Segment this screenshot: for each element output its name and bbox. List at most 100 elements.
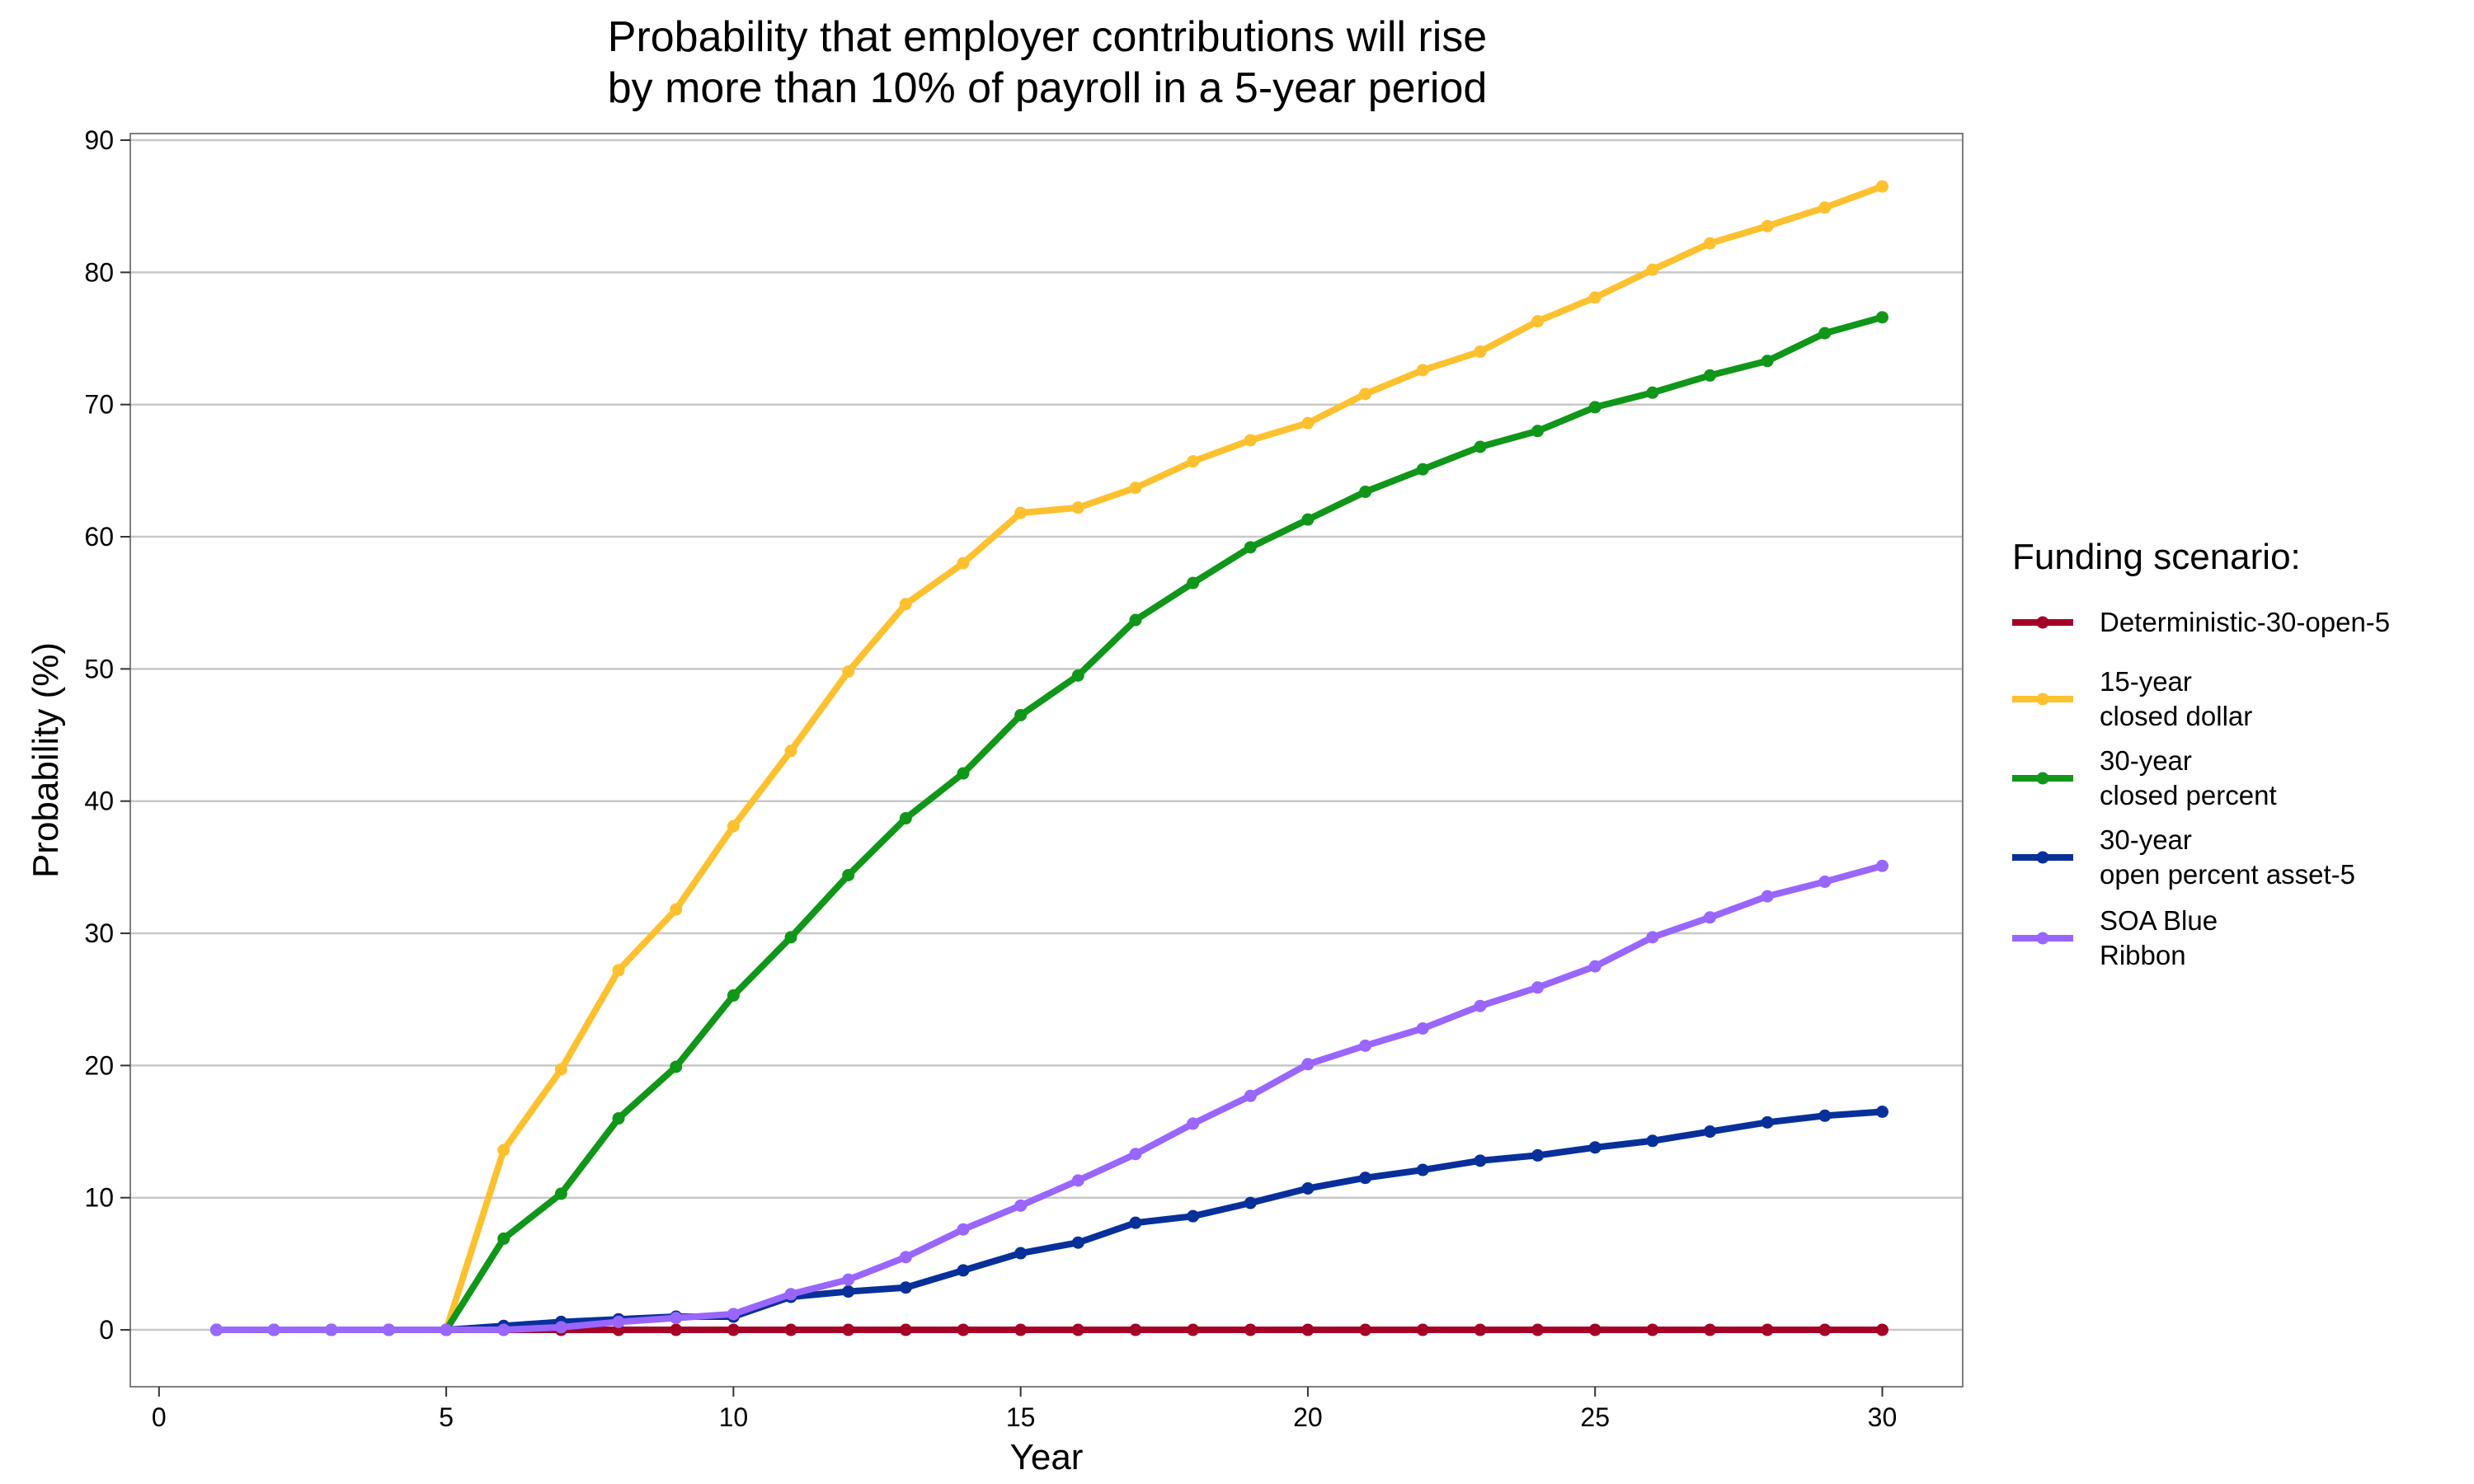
data-point [1416, 1163, 1429, 1176]
x-tick-label: 10 [719, 1402, 749, 1432]
data-point [727, 989, 740, 1002]
data-point [1071, 501, 1084, 514]
data-point [1818, 1323, 1832, 1336]
series-line [213, 183, 1886, 1334]
data-point [1761, 1115, 1774, 1129]
data-point [1129, 1216, 1142, 1229]
data-point [957, 1323, 970, 1336]
legend-item: Deterministic-30-open-5 [2012, 607, 2390, 637]
data-point [1071, 1323, 1084, 1336]
data-point [1014, 1323, 1028, 1336]
legend-item: 15-year closed dollar [2012, 666, 2252, 731]
data-point [1071, 669, 1084, 682]
y-tick-label: 40 [84, 787, 114, 816]
y-tick-label: 30 [84, 918, 114, 948]
data-point [1071, 1236, 1084, 1249]
data-point [1588, 1323, 1602, 1336]
data-point [1301, 1323, 1315, 1336]
data-point [1474, 999, 1487, 1012]
data-point [1761, 1323, 1774, 1336]
series-soa-blue-ribbon [209, 859, 1888, 1336]
data-point [1359, 486, 1372, 499]
x-axis: 0 5 10 15 20 25 30 [152, 1387, 1897, 1432]
y-tick-label: 10 [84, 1183, 114, 1213]
legend-key-point [2036, 932, 2049, 945]
data-point [899, 812, 912, 825]
data-point [1646, 1323, 1659, 1336]
data-point [899, 1281, 912, 1294]
data-point [670, 903, 683, 916]
data-point [1531, 1323, 1545, 1336]
data-point [899, 598, 912, 611]
data-point [1244, 1323, 1257, 1336]
data-point [1359, 387, 1372, 401]
y-tick-label: 80 [84, 257, 114, 287]
data-point [1818, 1109, 1832, 1122]
x-tick-label: 20 [1293, 1402, 1323, 1432]
data-point [727, 819, 740, 833]
data-point [957, 1223, 970, 1236]
data-point [842, 1273, 855, 1286]
x-axis-title: Year [1010, 1437, 1084, 1477]
data-point [497, 1232, 510, 1245]
data-point [497, 1144, 510, 1157]
data-point [1359, 1323, 1372, 1336]
legend-item: SOA Blue Ribbon [2012, 905, 2218, 970]
data-point [842, 1323, 855, 1336]
data-point [1761, 219, 1774, 232]
data-point [957, 556, 970, 570]
legend-label: Ribbon [2100, 940, 2186, 970]
y-tick-label: 70 [84, 390, 114, 420]
series-line [213, 313, 1886, 1334]
data-point [612, 1315, 625, 1328]
data-point [727, 1323, 740, 1336]
legend: Funding scenario: Deterministic-30-open-5… [2012, 537, 2390, 970]
data-point [1244, 1089, 1257, 1102]
data-series [209, 180, 1888, 1336]
legend-key-point [2036, 693, 2049, 706]
legend-item: 30-year closed percent [2012, 745, 2277, 810]
data-point [1187, 1209, 1200, 1223]
data-point [612, 964, 625, 977]
data-point [1187, 455, 1200, 468]
data-point [957, 767, 970, 780]
data-point [1646, 1134, 1659, 1148]
data-point [267, 1323, 280, 1336]
data-point [1761, 355, 1774, 368]
legend-label: closed percent [2100, 780, 2277, 810]
data-point [1244, 434, 1257, 447]
data-point [1416, 1021, 1429, 1035]
legend-key-point [2036, 772, 2049, 785]
data-point [1474, 1154, 1487, 1167]
data-point [1875, 859, 1888, 872]
data-point [1704, 237, 1717, 250]
data-point [1588, 291, 1602, 304]
data-point [1129, 1323, 1142, 1336]
data-point [1301, 1181, 1315, 1195]
data-point [1875, 311, 1888, 324]
data-point [1129, 613, 1142, 627]
data-point [784, 744, 797, 758]
data-point [1474, 345, 1487, 359]
data-point [1014, 1199, 1028, 1212]
data-point [1014, 506, 1028, 519]
x-tick-label: 30 [1868, 1402, 1898, 1432]
data-point [1588, 960, 1602, 973]
data-point [1416, 463, 1429, 476]
data-point [1818, 326, 1832, 340]
data-point [670, 1312, 683, 1325]
data-point [957, 1264, 970, 1277]
data-point [1416, 364, 1429, 377]
data-point [784, 1288, 797, 1301]
data-point [1646, 386, 1659, 399]
legend-item: 30-year open percent asset-5 [2012, 824, 2355, 890]
data-point [382, 1323, 395, 1336]
data-point [1129, 1148, 1142, 1161]
y-tick-label: 20 [84, 1050, 114, 1080]
data-point [784, 1323, 797, 1336]
data-point [1071, 1174, 1084, 1187]
data-point [1646, 931, 1659, 944]
